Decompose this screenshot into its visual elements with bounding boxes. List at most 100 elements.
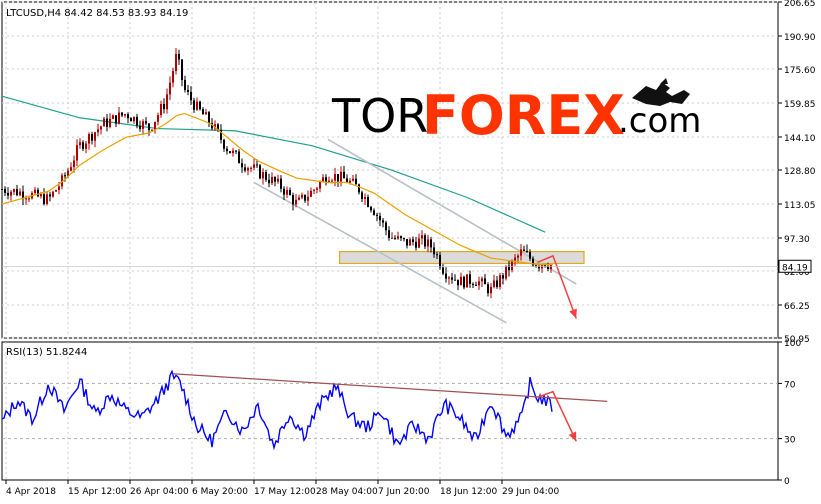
candle-body <box>487 284 489 294</box>
candle-body <box>187 89 189 92</box>
candle-body <box>322 177 324 182</box>
x-tick-label: 15 Apr 12:00 <box>68 487 127 497</box>
rsi-y-tick-label: 100 <box>784 339 801 349</box>
candle-body <box>397 236 399 239</box>
candle-body <box>328 180 330 183</box>
candle-body <box>499 275 501 287</box>
candle-body <box>1 188 3 190</box>
candle-body <box>355 178 357 185</box>
candle-body <box>133 116 135 122</box>
y-tick-label: 82.00 <box>784 268 810 278</box>
symbol-header: LTCUSD,H4 84.42 84.53 83.93 84.19 <box>6 8 188 19</box>
candle-body <box>466 274 468 288</box>
candle-body <box>520 249 522 256</box>
candle-body <box>331 180 333 182</box>
candle-body <box>532 258 534 266</box>
candle-body <box>85 143 87 149</box>
main-grid: 206.65 190.90 175.60 159.85 144.10 128.80 113.… <box>2 0 816 497</box>
candle-body <box>310 190 312 197</box>
candle-body <box>544 265 546 267</box>
ma-slow-line <box>1 95 546 233</box>
candle-body <box>415 241 417 248</box>
candle-body <box>523 249 525 251</box>
candle-body <box>295 199 297 205</box>
candle-body <box>514 257 516 261</box>
candle-body <box>394 237 396 239</box>
candle-body <box>304 194 306 201</box>
candle-body <box>493 280 495 287</box>
rsi-grid: 100 70 30 0 <box>2 339 801 487</box>
bull-and-bear-icon <box>632 78 690 106</box>
candle-body <box>205 112 207 115</box>
candle-body <box>364 196 366 199</box>
candle-body <box>271 177 273 184</box>
candle-body <box>529 252 531 259</box>
candle-body <box>256 164 258 166</box>
y-tick-label: 50.95 <box>784 335 810 345</box>
candle-body <box>46 194 48 204</box>
candle-body <box>220 129 222 140</box>
candle-body <box>502 275 504 279</box>
y-tick-label: 66.25 <box>784 302 810 312</box>
candle-body <box>64 175 66 177</box>
candle-body <box>352 178 354 181</box>
rsi-trendline <box>172 373 608 402</box>
rsi-y-tick-label: 70 <box>784 380 796 390</box>
candle-body <box>412 239 414 242</box>
candle-body <box>175 53 177 71</box>
candle-body <box>172 70 174 83</box>
candle-body <box>511 260 513 271</box>
candle-body <box>484 278 486 285</box>
candle-body <box>145 121 147 124</box>
candle-body <box>439 254 441 268</box>
candle-body <box>76 145 78 161</box>
candle-body <box>385 222 387 231</box>
candle-body <box>292 195 294 205</box>
candle-body <box>214 124 216 129</box>
candle-body <box>178 53 180 60</box>
candle-body <box>127 114 129 119</box>
rsi-y-tick-label: 30 <box>784 436 796 446</box>
candle-body <box>199 101 201 110</box>
candle-body <box>340 171 342 182</box>
rsi-series <box>1 369 608 451</box>
candle-body <box>445 273 447 279</box>
candle-body <box>286 189 288 195</box>
candle-body <box>154 121 156 130</box>
y-tick-label: 190.90 <box>784 33 816 43</box>
y-tick-label: 144.10 <box>784 134 816 144</box>
candle-body <box>526 250 528 253</box>
candle-body <box>49 194 51 197</box>
candle-body <box>298 197 300 200</box>
current-price-box <box>778 259 812 273</box>
candle-body <box>460 276 462 286</box>
candle-body <box>184 79 186 90</box>
forecast-arrow-rsi-head <box>568 431 577 442</box>
candle-body <box>142 121 144 129</box>
channel-upper-line <box>327 138 577 285</box>
candle-body <box>121 112 123 116</box>
candle-body <box>181 59 183 80</box>
y-tick-label: 159.85 <box>784 100 816 110</box>
candle-body <box>82 142 84 149</box>
candle-body <box>13 189 15 192</box>
candle-body <box>16 189 18 196</box>
candle-body <box>376 214 378 216</box>
candle-body <box>361 192 363 199</box>
rsi-y-tick-label: 0 <box>784 477 790 487</box>
candle-body <box>427 239 429 247</box>
candle-body <box>247 168 249 171</box>
rsi-header: RSI(13) 51.8244 <box>6 347 87 358</box>
candle-body <box>337 174 339 182</box>
candle-body <box>430 239 432 248</box>
candle-body <box>277 178 279 182</box>
candle-body <box>163 104 165 110</box>
forecast-arrow-main <box>537 254 577 319</box>
forecast-arrow-main-head <box>569 308 577 319</box>
candle-body <box>472 283 474 285</box>
candle-body <box>475 284 477 286</box>
candle-body <box>343 171 345 179</box>
candle-body <box>130 118 132 122</box>
candle-body <box>454 279 456 281</box>
